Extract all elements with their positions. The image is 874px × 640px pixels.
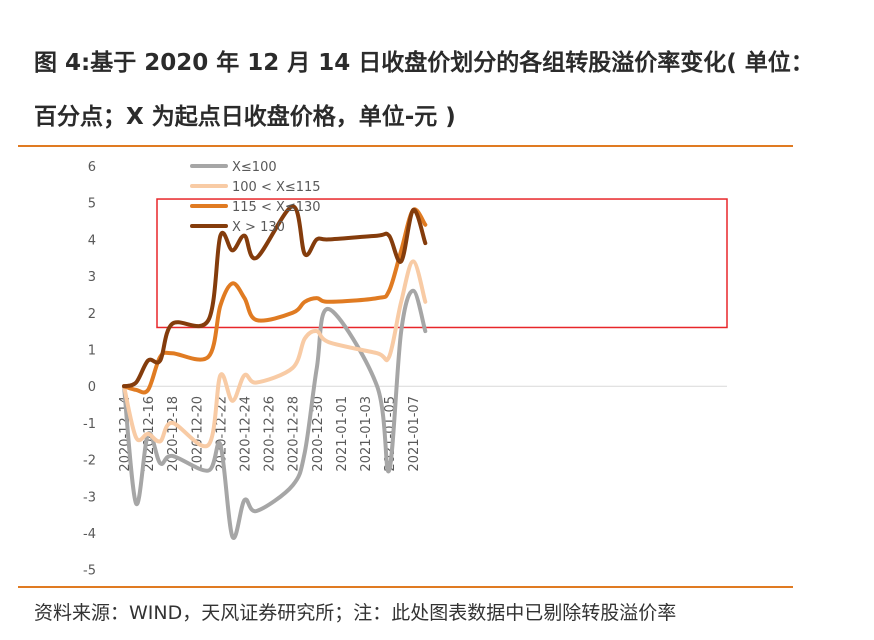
legend-label: 100 < X≤115 — [232, 180, 321, 195]
x-tick-label: 2020-12-26 — [263, 396, 278, 472]
bottom-divider — [18, 586, 793, 588]
y-tick-label: 4 — [88, 233, 96, 248]
y-tick-label: -5 — [83, 564, 96, 579]
y-tick-label: -3 — [83, 490, 96, 505]
legend-label: X≤100 — [232, 160, 277, 175]
y-tick-label: 0 — [88, 380, 96, 395]
x-tick-label: 2020-12-18 — [166, 396, 181, 472]
highlight-box — [156, 198, 728, 329]
figure-title: 图 4:基于 2020 年 12 月 14 日收盘价划分的各组转股溢价率变化( … — [34, 50, 814, 130]
y-tick-label: 1 — [88, 344, 96, 359]
x-tick-label: 2020-12-20 — [190, 396, 205, 472]
y-tick-label: -2 — [83, 454, 96, 469]
x-tick-label: 2021-01-01 — [335, 396, 350, 472]
series-line-2 — [122, 259, 428, 449]
y-tick-label: 2 — [88, 307, 96, 322]
y-tick-label: 5 — [88, 197, 96, 212]
series-line-4 — [122, 204, 428, 389]
y-tick-label: -4 — [83, 527, 96, 542]
y-tick-label: 6 — [88, 160, 96, 175]
legend-label: X > 130 — [232, 220, 285, 235]
x-tick-label: 2021-01-07 — [407, 396, 422, 472]
top-divider — [18, 145, 793, 147]
x-tick-label: 2021-01-03 — [359, 396, 374, 472]
x-tick-label: 2020-12-28 — [287, 396, 302, 472]
source-note: 资料来源：WIND，天风证券研究所；注：此处图表数据中已剔除转股溢价率 — [34, 602, 677, 624]
y-tick-label: 3 — [88, 270, 96, 285]
x-tick-label: 2020-12-22 — [214, 396, 229, 472]
y-tick-label: -1 — [83, 417, 96, 432]
series-line-1 — [122, 288, 428, 540]
x-tick-label: 2020-12-24 — [239, 396, 254, 472]
x-tick-label: 2020-12-30 — [311, 396, 326, 472]
legend-label: 115 < X≤130 — [232, 200, 321, 215]
